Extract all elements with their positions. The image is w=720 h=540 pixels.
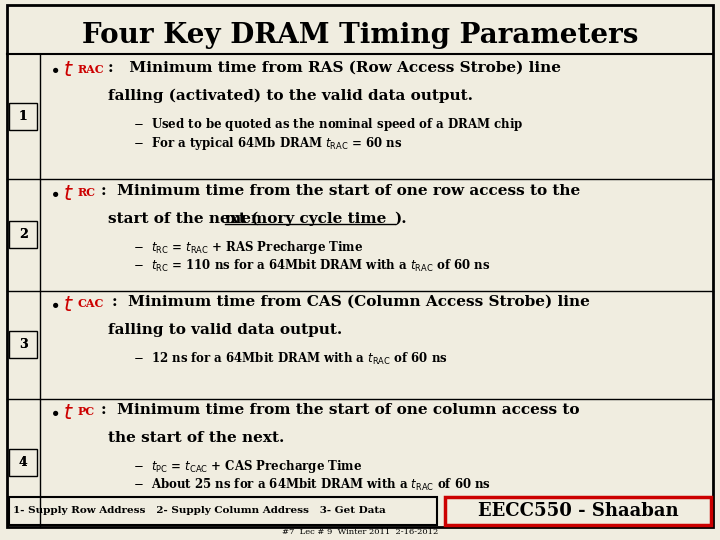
Text: RAC: RAC: [78, 64, 104, 75]
Text: 1- Supply Row Address   2- Supply Column Address   3- Get Data: 1- Supply Row Address 2- Supply Column A…: [13, 507, 386, 515]
Text: $\bullet$: $\bullet$: [49, 295, 59, 313]
Text: $-$  $t_{\mathrm{RC}}$ = $t_{\mathrm{RAC}}$ + RAS Precharge Time: $-$ $t_{\mathrm{RC}}$ = $t_{\mathrm{RAC}…: [133, 239, 364, 256]
Text: $-$  For a typical 64Mb DRAM $t_{\mathrm{RAC}}$ = 60 ns: $-$ For a typical 64Mb DRAM $t_{\mathrm{…: [133, 135, 402, 152]
Text: :   Minimum time from RAS (Row Access Strobe) line: : Minimum time from RAS (Row Access Stro…: [108, 60, 561, 75]
Text: $-$  About 25 ns for a 64Mbit DRAM with a $t_{\mathrm{RAC}}$ of 60 ns: $-$ About 25 ns for a 64Mbit DRAM with a…: [133, 477, 491, 494]
Text: falling to valid data output.: falling to valid data output.: [108, 323, 342, 337]
Text: $-$  Used to be quoted as the nominal speed of a DRAM chip: $-$ Used to be quoted as the nominal spe…: [133, 116, 523, 133]
Text: :  Minimum time from the start of one column access to: : Minimum time from the start of one col…: [101, 403, 580, 417]
Text: 3: 3: [19, 338, 27, 351]
Text: $-$  $t_{\mathrm{PC}}$ = $t_{\mathrm{CAC}}$ + CAS Precharge Time: $-$ $t_{\mathrm{PC}}$ = $t_{\mathrm{CAC}…: [133, 458, 362, 475]
FancyBboxPatch shape: [9, 331, 37, 358]
Text: memory cycle time: memory cycle time: [225, 212, 386, 226]
Text: $t$: $t$: [63, 184, 74, 204]
Text: start of the next (: start of the next (: [108, 212, 258, 226]
FancyBboxPatch shape: [9, 449, 37, 476]
Text: 4: 4: [19, 456, 27, 469]
Text: 2: 2: [19, 228, 27, 241]
Text: $t$: $t$: [63, 60, 74, 80]
Text: $\bullet$: $\bullet$: [49, 184, 59, 201]
Text: :  Minimum time from the start of one row access to the: : Minimum time from the start of one row…: [101, 184, 580, 198]
Text: the start of the next.: the start of the next.: [108, 431, 284, 445]
Text: :  Minimum time from CAS (Column Access Strobe) line: : Minimum time from CAS (Column Access S…: [112, 295, 590, 309]
Text: $\bullet$: $\bullet$: [49, 60, 59, 78]
FancyBboxPatch shape: [445, 497, 711, 525]
Text: $t$: $t$: [63, 295, 74, 315]
Text: $\bullet$: $\bullet$: [49, 403, 59, 421]
Text: 4: 4: [19, 456, 27, 469]
Text: $t$: $t$: [63, 403, 74, 423]
Text: CAC: CAC: [78, 298, 104, 309]
Text: 1: 1: [19, 110, 27, 123]
FancyBboxPatch shape: [7, 5, 713, 526]
Text: $-$  12 ns for a 64Mbit DRAM with a $t_{\mathrm{RAC}}$ of 60 ns: $-$ 12 ns for a 64Mbit DRAM with a $t_{\…: [133, 350, 448, 367]
Text: EECC550 - Shaaban: EECC550 - Shaaban: [478, 502, 678, 520]
Text: Four Key DRAM Timing Parameters: Four Key DRAM Timing Parameters: [82, 22, 638, 49]
Text: 1: 1: [19, 110, 27, 123]
FancyBboxPatch shape: [9, 221, 37, 248]
FancyBboxPatch shape: [9, 103, 37, 130]
Text: 3: 3: [19, 338, 27, 351]
Text: PC: PC: [78, 406, 95, 417]
Text: #7  Lec # 9  Winter 2011  2-16-2012: #7 Lec # 9 Winter 2011 2-16-2012: [282, 528, 438, 536]
Text: 2: 2: [19, 228, 27, 241]
Text: ).: ).: [395, 212, 408, 226]
Text: RC: RC: [78, 187, 96, 198]
Text: falling (activated) to the valid data output.: falling (activated) to the valid data ou…: [108, 89, 473, 103]
FancyBboxPatch shape: [9, 497, 437, 525]
Text: $-$  $t_{\mathrm{RC}}$ = 110 ns for a 64Mbit DRAM with a $t_{\mathrm{RAC}}$ of 6: $-$ $t_{\mathrm{RC}}$ = 110 ns for a 64M…: [133, 258, 491, 274]
